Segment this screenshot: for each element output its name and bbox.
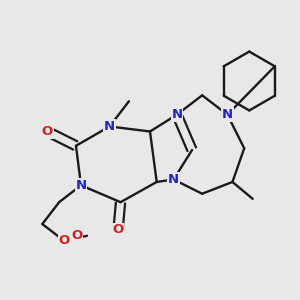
Text: O: O — [71, 229, 82, 242]
Text: N: N — [168, 173, 179, 186]
Text: O: O — [42, 125, 53, 138]
Text: O: O — [112, 224, 124, 236]
Text: N: N — [76, 179, 87, 192]
Text: O: O — [58, 234, 70, 248]
Text: N: N — [104, 120, 115, 133]
Text: N: N — [222, 108, 233, 121]
Text: N: N — [171, 108, 182, 121]
